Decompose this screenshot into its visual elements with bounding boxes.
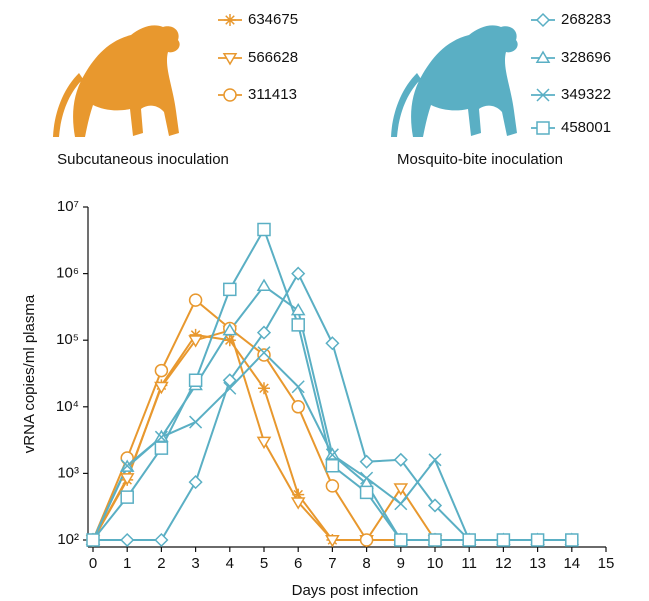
monkey-icon [53,25,180,137]
x-tick-label: 6 [294,555,302,572]
y-tick-label: 10⁶ [56,265,79,282]
x-tick-label: 15 [598,555,615,572]
legend-label: 458001 [561,119,611,136]
x-tick-label: 12 [495,555,512,572]
x-tick-label: 11 [461,555,477,572]
marker [429,454,441,466]
x-tick-label: 5 [260,555,268,572]
x-tick-label: 1 [123,555,131,572]
legend-label: 566628 [248,49,298,66]
x-tick-label: 8 [362,555,370,572]
x-tick-label: 13 [529,555,546,572]
marker [395,498,407,510]
marker [292,319,304,331]
marker [258,223,270,235]
marker [155,442,167,454]
marker [258,437,270,447]
y-tick-label: 10⁴ [56,398,79,415]
x-tick-label: 10 [427,555,444,572]
y-tick-label: 10⁷ [57,198,79,215]
x-tick-label: 0 [89,555,97,572]
marker [155,383,167,393]
marker [463,534,475,546]
marker [224,89,236,101]
monkey-icon [391,25,518,137]
monkey-silhouette [53,25,180,137]
marker [224,14,236,26]
y-tick-label: 10³ [57,464,79,481]
chart: Subcutaneous inoculation Mosquito-bite i… [0,0,649,601]
marker [292,401,304,413]
marker [326,460,338,472]
legend-label: 634675 [248,11,298,28]
x-tick-label: 2 [157,555,165,572]
marker [566,534,578,546]
y-axis-label: vRNA copies/ml plasma [21,294,38,453]
marker [326,337,338,349]
marker [395,484,407,494]
marker [292,268,304,280]
marker [121,491,133,503]
marker [537,122,549,134]
series-line [93,286,572,540]
marker [361,534,373,546]
marker [155,534,167,546]
marker [190,294,202,306]
marker [361,486,373,498]
marker [155,365,167,377]
y-tick-label: 10² [57,531,79,548]
legend-label: 349322 [561,86,611,103]
legend-label: 268283 [561,11,611,28]
x-tick-label: 14 [563,555,580,572]
marker [224,54,236,64]
series-line [93,274,572,540]
y-tick-label: 10⁵ [56,331,79,348]
marker [190,416,202,428]
monkey-silhouette [391,25,518,137]
legend-label: 328696 [561,49,611,66]
marker [361,456,373,468]
legend-label: 311413 [248,86,297,103]
marker [258,280,270,290]
x-tick-label: 9 [397,555,405,572]
marker [258,382,270,394]
marker [258,349,270,361]
group-caption: Subcutaneous inoculation [57,151,229,168]
x-tick-label: 3 [191,555,199,572]
marker [532,534,544,546]
marker [190,476,202,488]
marker [537,14,549,26]
x-tick-label: 4 [226,555,234,572]
marker [292,381,304,393]
marker [190,374,202,386]
marker [497,534,509,546]
marker [395,534,407,546]
series-line [93,330,435,540]
x-axis-label: Days post infection [292,582,419,599]
group-caption: Mosquito-bite inoculation [397,151,563,168]
marker [224,283,236,295]
marker [326,480,338,492]
marker [121,474,133,484]
marker [429,534,441,546]
marker [121,534,133,546]
marker [87,534,99,546]
marker [292,304,304,314]
x-tick-label: 7 [328,555,336,572]
